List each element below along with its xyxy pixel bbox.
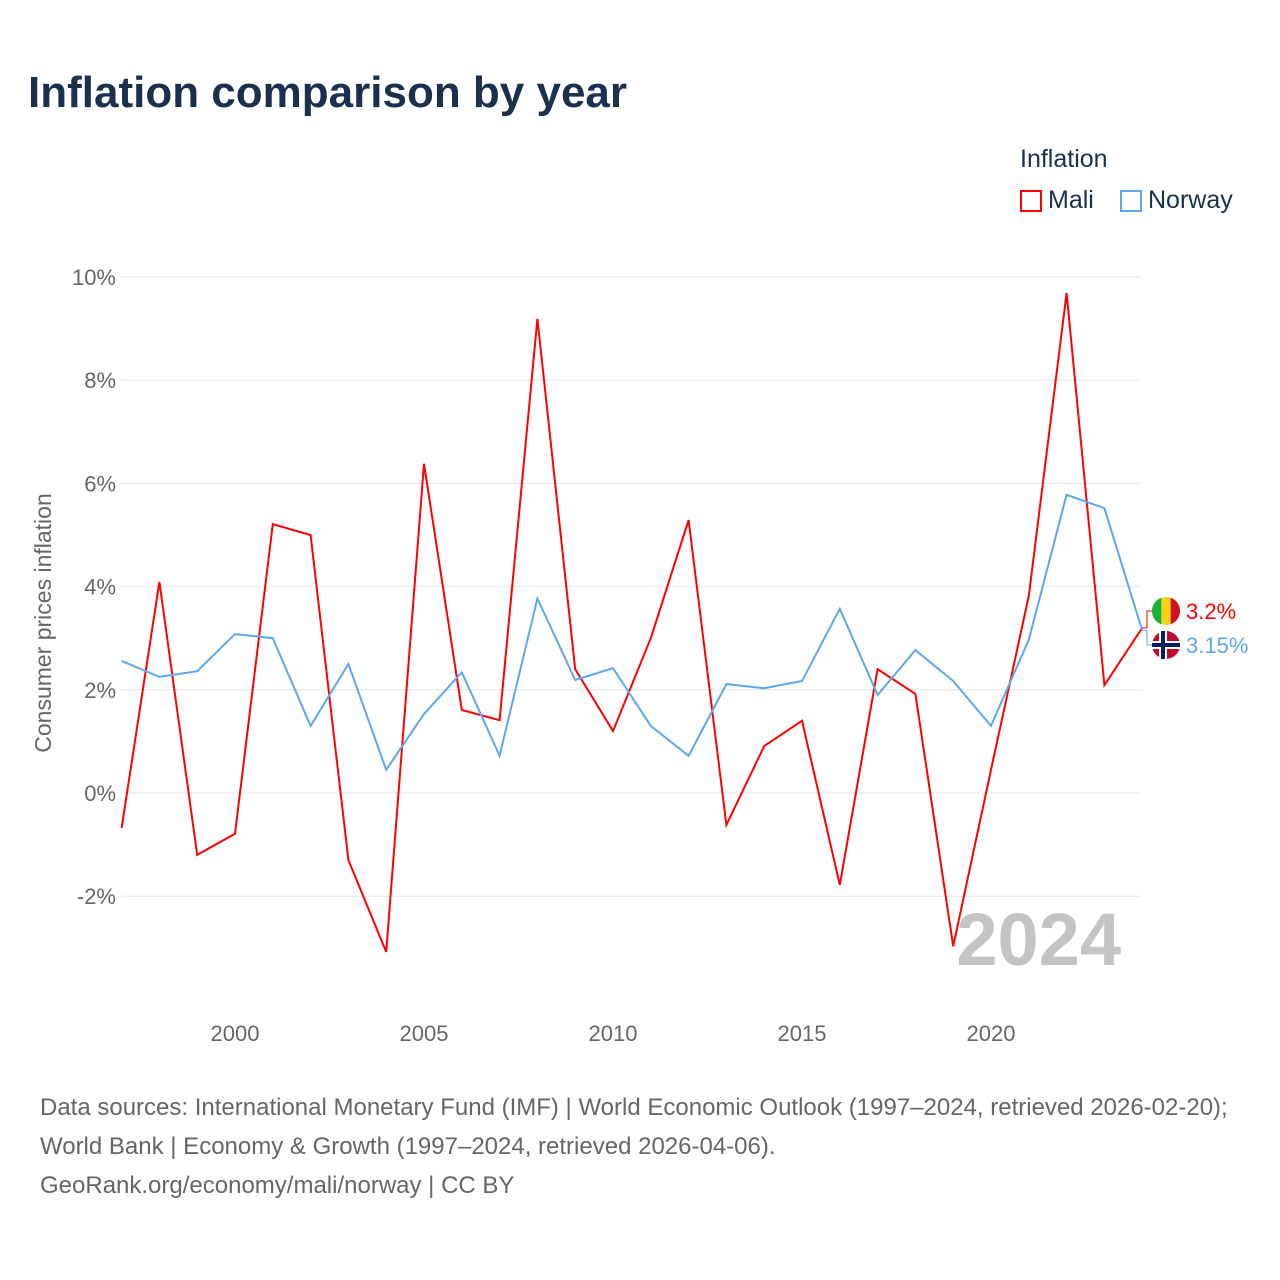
data-point — [573, 678, 577, 682]
data-point — [573, 667, 577, 671]
data-point — [800, 719, 804, 723]
data-point — [422, 712, 426, 716]
data-point — [1027, 638, 1031, 642]
data-point — [271, 636, 275, 640]
data-point — [233, 832, 237, 836]
end-value-label: 3.2% — [1186, 599, 1236, 624]
data-point — [913, 692, 917, 696]
data-point — [120, 826, 124, 830]
legend-label-norway: Norway — [1148, 186, 1233, 214]
end-connector — [1141, 610, 1152, 629]
series-line-mali — [120, 292, 1144, 953]
data-point — [800, 679, 804, 683]
data-point — [1027, 594, 1031, 598]
y-tick-label: 8% — [84, 368, 116, 393]
data-point — [687, 754, 691, 758]
x-tick-label: 2010 — [589, 1021, 638, 1046]
credit-text: GeoRank.org/economy/mali/norway | CC BY — [40, 1172, 515, 1199]
data-point — [384, 768, 388, 772]
series-line-norway — [121, 493, 1144, 772]
legend-swatch-mali — [1020, 189, 1042, 212]
y-tick-label: 0% — [84, 781, 116, 806]
data-point — [989, 768, 993, 772]
end-value-label: 3.15% — [1186, 633, 1248, 658]
data-point — [724, 823, 728, 827]
data-point — [649, 636, 653, 640]
data-point — [611, 666, 615, 670]
y-tick-label: 10% — [72, 265, 116, 290]
data-point — [157, 675, 161, 679]
data-point — [989, 724, 993, 728]
data-point — [233, 632, 237, 636]
x-tick-label: 2000 — [211, 1021, 260, 1046]
data-point — [195, 853, 199, 857]
data-point — [460, 670, 464, 674]
data-point — [309, 724, 313, 728]
data-point — [535, 317, 539, 321]
data-point — [498, 718, 502, 722]
x-tick-label: 2020 — [967, 1021, 1016, 1046]
data-point — [384, 950, 388, 954]
x-tick-label: 2015 — [778, 1021, 827, 1046]
year-watermark: 2024 — [956, 898, 1121, 981]
data-point — [876, 693, 880, 697]
data-point — [157, 580, 161, 584]
legend-label-mali: Mali — [1048, 186, 1094, 214]
y-tick-label: 4% — [84, 575, 116, 600]
legend-title: Inflation — [1020, 145, 1108, 173]
y-tick-label: 2% — [84, 678, 116, 703]
data-point — [271, 522, 275, 526]
data-point — [195, 669, 199, 673]
data-point — [951, 679, 955, 683]
data-point — [913, 648, 917, 652]
data-point — [1065, 291, 1069, 295]
source-note: Data sources: International Monetary Fun… — [40, 1088, 1250, 1205]
data-point — [422, 462, 426, 466]
chart-title: Inflation comparison by year — [28, 68, 628, 117]
data-point — [838, 883, 842, 887]
data-point — [876, 667, 880, 671]
data-point — [346, 662, 350, 666]
data-point — [724, 682, 728, 686]
x-tick-label: 2005 — [400, 1021, 449, 1046]
legend-swatch-norway — [1120, 189, 1142, 212]
data-point — [1102, 506, 1106, 510]
source-text: Data sources: International Monetary Fun… — [40, 1094, 1228, 1160]
data-point — [309, 533, 313, 537]
data-point — [649, 724, 653, 728]
y-tick-label: -2% — [77, 884, 116, 909]
legend-item-norway[interactable]: Norway — [1120, 186, 1233, 215]
data-point — [120, 659, 124, 663]
y-tick-label: 6% — [84, 471, 116, 496]
data-point — [1102, 683, 1106, 687]
legend-item-mali[interactable]: Mali — [1020, 186, 1094, 215]
data-point — [762, 744, 766, 748]
data-point — [346, 858, 350, 862]
data-point — [611, 729, 615, 733]
end-connector — [1141, 629, 1152, 646]
data-point — [498, 754, 502, 758]
data-point — [762, 686, 766, 690]
data-point — [951, 944, 955, 948]
data-point — [460, 708, 464, 712]
data-point — [535, 596, 539, 600]
data-point — [1065, 493, 1069, 497]
data-point — [838, 607, 842, 611]
y-axis-label: Consumer prices inflation — [30, 493, 56, 753]
data-point — [687, 518, 691, 522]
